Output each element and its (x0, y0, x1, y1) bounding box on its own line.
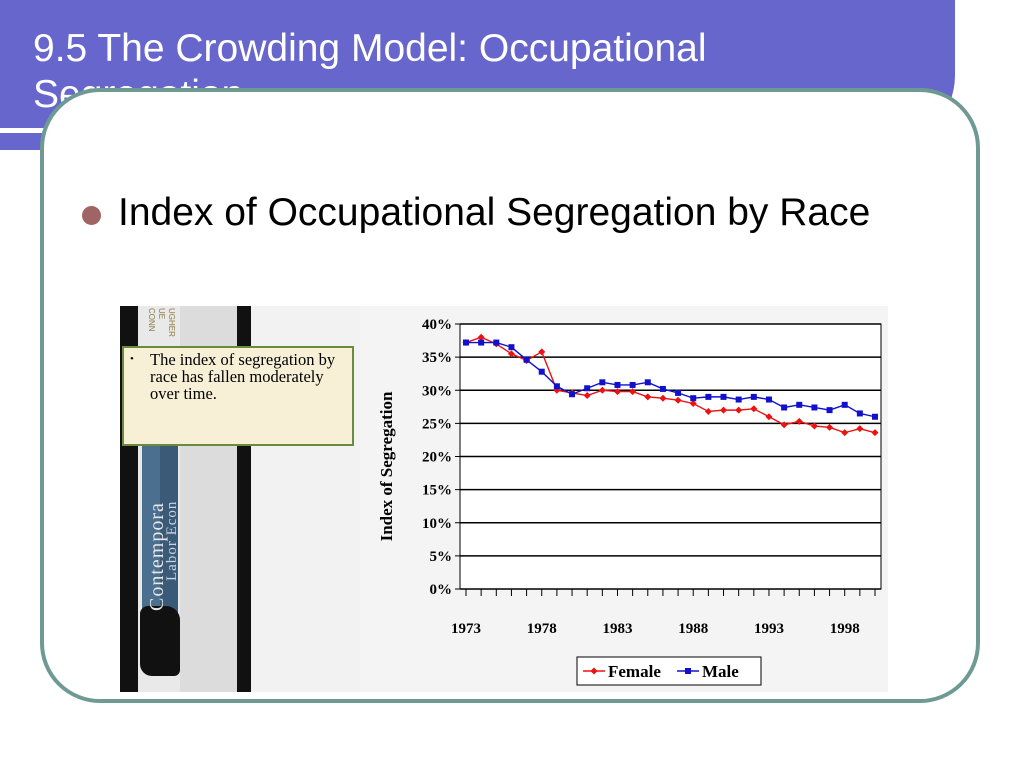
series-line-male (466, 341, 876, 418)
x-tick-label: 1998 (830, 621, 860, 637)
x-tick-label: 1983 (602, 621, 632, 637)
data-point-male (478, 339, 485, 346)
data-point-male (584, 385, 591, 392)
book-logo-icon (140, 606, 180, 676)
data-point-male (523, 356, 530, 363)
data-point-female (720, 406, 728, 414)
data-point-male (735, 396, 742, 403)
data-point-female (629, 388, 637, 396)
data-point-female (477, 333, 485, 341)
legend-box (576, 656, 762, 686)
y-tick-label: 0% (430, 582, 453, 598)
data-point-female (765, 413, 773, 421)
data-point-female (750, 405, 758, 413)
data-point-female (674, 396, 682, 404)
data-point-female (795, 417, 803, 425)
data-point-female (613, 388, 621, 396)
data-point-female (780, 421, 788, 429)
y-tick-label: 25% (422, 416, 452, 432)
data-point-male (811, 404, 818, 411)
legend-marker (685, 668, 691, 674)
data-point-female (871, 429, 879, 437)
bullet-dot-icon (82, 206, 101, 225)
data-point-male (659, 385, 666, 392)
data-point-female (583, 392, 591, 400)
callout-box: • The index of segregation by race has f… (122, 346, 354, 446)
data-point-female (507, 350, 515, 358)
data-point-male (705, 393, 712, 400)
legend-marker (590, 667, 598, 675)
data-point-male (856, 410, 863, 417)
data-point-female (841, 429, 849, 437)
data-point-male (508, 344, 515, 351)
series-line-female (465, 336, 876, 434)
callout-text: The index of segregation by race has fal… (150, 350, 336, 403)
data-point-male (826, 407, 833, 414)
data-point-male (493, 339, 500, 346)
data-point-male (796, 401, 803, 408)
x-tick-label: 1978 (527, 621, 557, 637)
data-point-male (644, 379, 651, 386)
data-point-female (826, 423, 834, 431)
data-point-male (841, 401, 848, 408)
data-point-male (690, 395, 697, 402)
y-tick-label: 35% (422, 350, 452, 366)
data-point-male (599, 379, 606, 386)
legend-label: Female (608, 662, 661, 681)
data-point-female (735, 406, 743, 414)
data-point-male (781, 404, 788, 411)
y-axis-label: Index of Segregation (377, 391, 396, 541)
y-tick-label: 5% (430, 549, 453, 565)
segregation-line-chart: 0% 5% 10% 15% 20% 25% 30% 35% 40% 1973 1978 1983 198… (360, 306, 888, 692)
x-tick-label: 1988 (678, 621, 708, 637)
data-point-female (856, 425, 864, 433)
callout-bullet-icon: • (130, 353, 134, 365)
data-point-male (538, 368, 545, 375)
data-point-female (810, 422, 818, 430)
x-tick-label: 1993 (754, 621, 784, 637)
data-point-male (720, 393, 727, 400)
data-point-female (644, 393, 652, 401)
data-point-female (659, 394, 667, 402)
data-point-male (750, 393, 757, 400)
bullet-text: Index of Occupational Segregation by Rac… (118, 191, 871, 234)
data-point-male (765, 396, 772, 403)
x-tick-label: 1973 (451, 621, 481, 637)
data-point-female (538, 348, 546, 356)
y-tick-label: 30% (422, 383, 452, 399)
y-tick-label: 20% (422, 450, 452, 466)
y-tick-label: 40% (422, 317, 452, 333)
y-tick-label: 10% (422, 516, 452, 532)
legend-label: Male (702, 662, 739, 681)
data-point-male (463, 339, 469, 346)
data-point-male (675, 389, 682, 396)
data-point-male (569, 391, 576, 398)
data-point-female (598, 386, 606, 394)
y-tick-label: 15% (422, 483, 452, 499)
data-point-male (872, 413, 878, 420)
data-point-male (614, 381, 621, 388)
data-point-male (553, 383, 560, 390)
chart-figure: Contempora Labor Econ CONN UE UGHER • Th… (120, 306, 888, 692)
data-point-male (629, 381, 636, 388)
data-point-female (704, 407, 712, 415)
data-point-female (689, 400, 697, 407)
